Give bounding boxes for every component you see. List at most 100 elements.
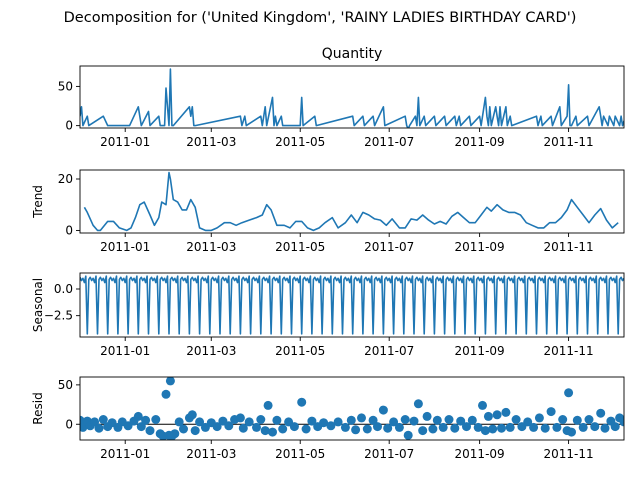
quantity-panel: Quantity 0 50 2011-01 2011-03 2011-05 2011-07 2… (58, 46, 625, 149)
resid-point (301, 424, 311, 434)
seasonal-ylabel: Seasonal (31, 278, 45, 332)
resid-point (558, 415, 568, 424)
resid-point (383, 423, 393, 433)
trend-xtick-label: 2011-11 (544, 240, 594, 254)
seasonal-ytick-label: −2.5 (44, 309, 73, 323)
trend-xtick-label: 2011-07 (364, 240, 414, 254)
resid-point (244, 417, 254, 427)
resid-point (340, 422, 350, 432)
resid-point (438, 422, 448, 432)
resid-point (523, 417, 533, 427)
seasonal-axes-frame (79, 272, 625, 338)
resid-xtick-label: 2011-01 (100, 447, 150, 461)
trend-plot-area (83, 171, 619, 232)
resid-point (480, 426, 490, 436)
quantity-xtick-label: 2011-11 (544, 135, 594, 149)
resid-point (212, 422, 222, 432)
quantity-xtick-label: 2011-07 (364, 135, 414, 149)
resid-xtick-label: 2011-11 (544, 447, 594, 461)
quantity-xtick-label: 2011-01 (100, 135, 150, 149)
resid-point (511, 415, 521, 424)
resid-point (326, 421, 336, 431)
seasonal-xtick-label: 2011-09 (455, 344, 505, 358)
resid-point (165, 377, 175, 386)
resid-point (238, 423, 248, 433)
resid-point (190, 426, 200, 436)
trend-xtick-label: 2011-01 (100, 240, 150, 254)
resid-point (333, 417, 343, 427)
seasonal-ytick-label: 0.0 (54, 282, 73, 296)
trend-ylabel: Trend (31, 185, 45, 219)
resid-point (450, 423, 460, 433)
resid-point (170, 429, 180, 439)
resid-point (98, 415, 108, 424)
resid-point (289, 422, 299, 432)
trend-ytick-label: 0 (65, 223, 73, 237)
seasonal-xtick-label: 2011-03 (186, 344, 236, 358)
decomposition-panels: Quantity 0 50 2011-01 2011-03 2011-05 2011-07 2… (31, 46, 625, 461)
quantity-plot-area (80, 68, 624, 128)
resid-point (473, 422, 483, 432)
seasonal-xtick-label: 2011-07 (364, 344, 414, 358)
quantity-axes-frame (79, 65, 625, 129)
quantity-ytick-label: 0 (65, 119, 73, 133)
trend-ytick-label: 20 (58, 172, 73, 186)
resid-ytick-label: 50 (58, 378, 73, 392)
resid-point (590, 422, 600, 432)
resid-point (235, 413, 245, 423)
resid-point (418, 426, 428, 436)
resid-point (90, 417, 100, 427)
resid-point (373, 422, 382, 432)
resid-point (462, 422, 471, 432)
resid-point (179, 424, 188, 434)
resid-point (467, 415, 477, 425)
resid-point (578, 422, 588, 432)
trend-xtick-label: 2011-05 (275, 240, 325, 254)
resid-point (540, 423, 550, 433)
resid-point (403, 430, 413, 440)
resid-point (389, 417, 399, 427)
resid-point (413, 399, 423, 409)
resid-point (400, 415, 410, 424)
resid-point (187, 410, 197, 420)
resid-xtick-label: 2011-03 (186, 447, 236, 461)
trend-xtick-label: 2011-09 (455, 240, 505, 254)
resid-point (584, 415, 594, 424)
seasonal-plot-area (80, 275, 624, 335)
resid-point (483, 411, 493, 421)
resid-point (268, 427, 277, 437)
seasonal-series-line (80, 275, 624, 335)
quantity-xtick-label: 2011-09 (455, 135, 505, 149)
resid-ytick-label: 0 (65, 417, 73, 431)
resid-point (362, 424, 372, 434)
figure-suptitle: Decomposition for ('United Kingdom', 'RA… (64, 10, 577, 26)
resid-point (307, 416, 317, 426)
resid-point (394, 422, 404, 432)
resid-point (319, 418, 329, 428)
resid-point (272, 415, 282, 425)
resid-xtick-label: 2011-07 (364, 447, 414, 461)
seasonal-panel: Seasonal−2.5 0.0 2011-01 2011-03 2011-05 2011… (31, 272, 625, 358)
trend-xtick-label: 2011-03 (186, 240, 236, 254)
resid-point (368, 415, 378, 425)
seasonal-xtick-label: 2011-01 (100, 344, 150, 358)
resid-xtick-label: 2011-05 (275, 447, 325, 461)
seasonal-xtick-label: 2011-11 (544, 344, 594, 358)
resid-point (444, 415, 454, 424)
resid-point (529, 422, 539, 432)
resid-point (409, 416, 419, 426)
resid-point (428, 424, 438, 434)
quantity-xtick-label: 2011-03 (186, 135, 236, 149)
resid-point (145, 426, 155, 436)
resid-point (564, 388, 574, 398)
resid-point (252, 422, 261, 432)
resid-point (351, 425, 361, 435)
resid-point (133, 411, 143, 421)
resid-point (151, 415, 161, 424)
resid-point (346, 415, 356, 425)
resid-xtick-label: 2011-09 (455, 447, 505, 461)
resid-point (432, 415, 442, 425)
resid-plot-area (80, 377, 624, 440)
